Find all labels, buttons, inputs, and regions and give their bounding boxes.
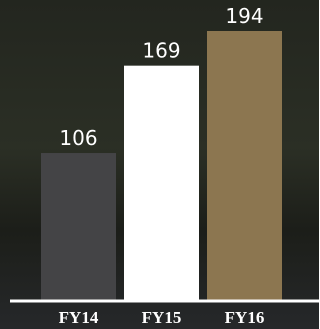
value-label: 169 (142, 39, 180, 63)
bar (41, 153, 116, 300)
x-tick-label: FY16 (225, 308, 265, 327)
value-label: 106 (59, 126, 97, 150)
page: 106FY14169FY15194FY16 (() => { const dat… (0, 0, 319, 329)
x-tick-label: FY15 (142, 308, 182, 327)
bar (207, 31, 282, 300)
value-label: 194 (225, 4, 263, 28)
bar (124, 66, 199, 300)
x-tick-label: FY14 (59, 308, 99, 327)
chart: 106 FY14 169 FY15 194 FY16 (0, 0, 319, 329)
